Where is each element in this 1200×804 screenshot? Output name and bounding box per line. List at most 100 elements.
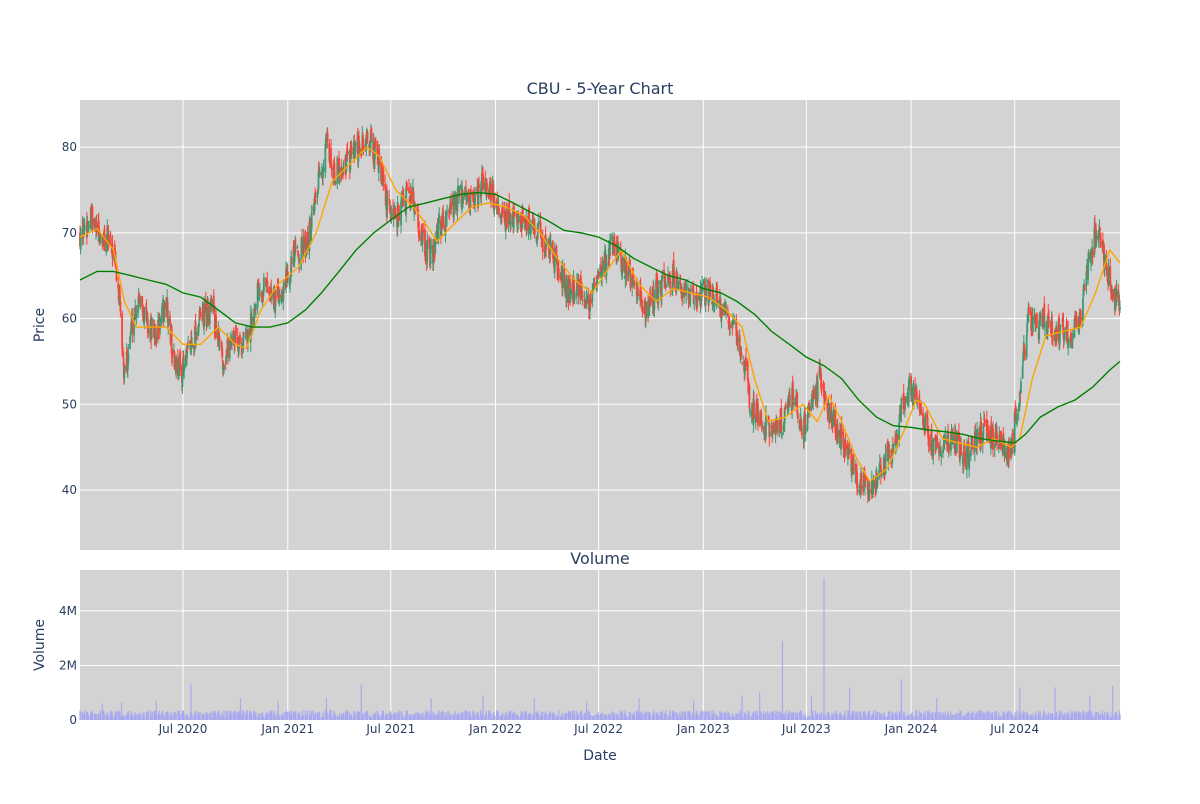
candle-body-207	[244, 335, 247, 338]
volume-bar-936	[825, 716, 827, 720]
candle-body-1246	[1071, 333, 1074, 341]
candle-body-630	[581, 290, 583, 295]
candle-body-1260	[1083, 284, 1086, 287]
candle-body-686	[625, 258, 628, 277]
candle-body-556	[521, 207, 524, 222]
volume-bar-851	[757, 715, 759, 720]
candle-body-891	[788, 394, 791, 407]
volume-bar-1216	[1048, 714, 1050, 720]
candle-body-801	[717, 300, 720, 304]
volume-bar-1096	[952, 714, 954, 720]
volume-bar-661	[605, 714, 608, 720]
candle-body-1108	[962, 456, 965, 465]
candle-body-702	[639, 289, 642, 301]
candle-body-1301	[1115, 288, 1118, 298]
volume-bar-1276	[1096, 711, 1098, 720]
volume-bar-411	[406, 710, 408, 720]
volume-bar-1091	[948, 716, 950, 720]
candle-body-662	[607, 262, 610, 264]
candle-body-38	[109, 236, 112, 243]
candle-body-1257	[1081, 317, 1084, 320]
candle-body-1122	[973, 431, 976, 453]
candle-body-551	[517, 215, 520, 223]
candle-body-477	[459, 184, 462, 189]
candle-body-361	[366, 131, 369, 142]
candle-body-773	[695, 291, 698, 309]
volume-bar-511	[486, 715, 488, 720]
candle-body-540	[509, 215, 512, 224]
volume-bar-34	[106, 711, 108, 720]
candle-body-861	[765, 414, 767, 438]
candle-body-1099	[955, 433, 957, 449]
candle-body-818	[731, 327, 734, 329]
candle-body-678	[619, 250, 622, 257]
volume-bar-788	[707, 710, 710, 720]
volume-bar-239	[270, 710, 272, 720]
candle-body-1112	[965, 447, 968, 470]
candle-body-452	[439, 220, 442, 236]
candle-body-1280	[1099, 227, 1101, 231]
candle-body-461	[446, 212, 449, 214]
candle-body-1171	[1012, 432, 1014, 448]
candle-body-311	[326, 132, 329, 141]
candle-body-264	[289, 275, 292, 283]
candle-body-626	[577, 278, 580, 296]
candle-body-552	[519, 215, 522, 229]
volume-bar-976	[856, 712, 859, 720]
candle-body-78	[141, 304, 144, 313]
date-x-tick-6: Jul 2023	[781, 722, 831, 736]
candle-body-534	[504, 222, 507, 231]
candle-body-25	[99, 235, 101, 241]
candle-body-1013	[886, 441, 889, 457]
volume-bar-301	[319, 712, 321, 720]
candle-body-700	[636, 287, 639, 297]
price-y-tick-60: 60	[62, 312, 77, 326]
candle-body-578	[540, 230, 542, 231]
candle-body-411	[406, 188, 409, 189]
volume-bar-731	[661, 710, 663, 720]
candle-body-1230	[1059, 326, 1062, 334]
candle-body-640	[589, 298, 591, 312]
candle-body-681	[621, 256, 624, 271]
volume-bar-163	[209, 712, 211, 720]
candle-body-806	[721, 309, 724, 316]
volume-spike-22	[1019, 687, 1021, 720]
candle-body-251	[278, 295, 281, 300]
volume-bar-596	[554, 714, 556, 720]
candle-body-680	[621, 268, 623, 276]
candle-body-741	[669, 281, 672, 289]
volume-bar-141	[191, 715, 193, 720]
volume-spike-21	[936, 698, 938, 720]
candle-body-1066	[928, 444, 931, 447]
candle-body-141	[191, 343, 194, 348]
volume-bar-1221	[1052, 714, 1054, 720]
volume-bar-111	[167, 712, 169, 720]
candle-body-1221	[1051, 339, 1054, 342]
candle-body-233	[265, 281, 268, 286]
volume-bar-416	[410, 716, 412, 720]
candle-body-786	[705, 285, 708, 301]
volume-bar-305	[322, 711, 324, 720]
candle-body-23	[97, 220, 100, 229]
candle-body-130	[182, 355, 185, 367]
candle-body-476	[458, 186, 461, 197]
candle-body-373	[376, 149, 379, 164]
volume-bar-1211	[1044, 712, 1046, 720]
candle-body-11	[87, 225, 90, 231]
candle-body-391	[390, 213, 393, 216]
price-y-axis-label: Price	[32, 308, 48, 342]
candle-body-346	[354, 142, 357, 153]
volume-bar-843	[751, 713, 753, 720]
volume-bar-1176	[1016, 710, 1018, 720]
candle-body-770	[692, 291, 695, 304]
volume-bar-99	[158, 710, 160, 720]
candle-body-1248	[1074, 317, 1076, 322]
volume-bar-1086	[944, 711, 946, 720]
volume-bar-31	[103, 713, 106, 720]
candle-body-29	[102, 235, 105, 243]
candle-body-982	[862, 485, 865, 493]
volume-bar-711	[645, 711, 647, 720]
volume-bar-1036	[904, 716, 906, 720]
candle-body-31	[103, 228, 106, 251]
